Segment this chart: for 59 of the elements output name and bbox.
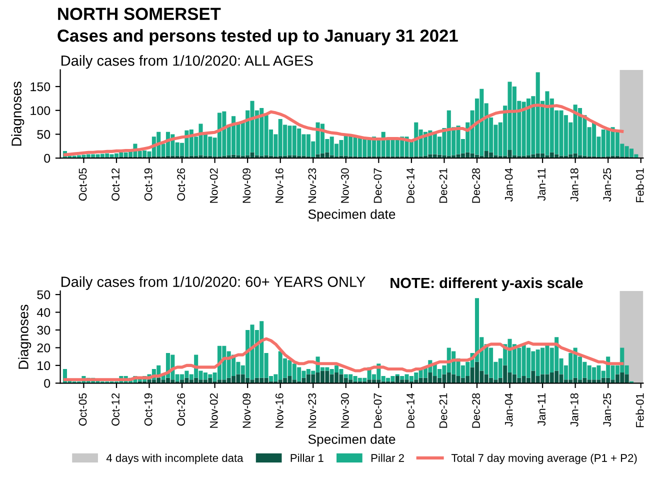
y-axis-title: Diagnoses [18,304,32,369]
y-tick-label: 0 [44,154,50,163]
x-tick-label: Dec-07 [374,393,382,428]
y-tick-label: 150 [30,82,50,92]
x-tick-label: Nov-16 [275,393,284,428]
x-tick-label: Oct-05 [78,393,87,426]
x-tick-label: Oct-26 [177,393,186,426]
chart-title: Daily cases from 1/10/2020: ALL AGES [61,55,313,69]
y-tick-label: 0 [44,378,50,388]
chart-title: Daily cases from 1/10/2020: 60+ YEARS ONLY [61,276,366,290]
x-tick-label: Dec-14 [406,168,414,203]
x-tick-label: Feb-01 [636,393,644,428]
legend-label: Pillar 1 [290,454,324,462]
x-tick-label: Oct-12 [112,168,120,201]
x-tick-label: Nov-09 [242,393,251,428]
x-tick-label: Jan-18 [570,168,578,202]
x-tick-label: Dec-28 [472,393,480,428]
x-tick-label: Nov-30 [341,168,349,203]
x-tick-label: Dec-21 [439,393,448,428]
x-tick-label: Jan-04 [504,393,513,427]
x-tick-label: Jan-25 [603,168,612,202]
y-tick-label: 50 [37,290,50,300]
x-tick-label: Nov-30 [341,393,349,428]
x-tick-label: Feb-01 [636,168,644,202]
text: Cases and persons tested up to January 31 2021 [58,29,458,46]
y-tick-label: 30 [37,326,50,335]
x-tick-label: Oct-26 [177,168,186,201]
x-tick-label: Nov-02 [210,393,218,428]
x-tick-label: Dec-21 [439,168,448,203]
x-tick-label: Nov-23 [308,168,316,203]
x-tick-label: Dec-28 [472,168,480,203]
text: NORTH SOMERSET [58,8,221,20]
y-tick-label: 40 [36,308,50,317]
x-tick-label: Oct-19 [144,168,152,201]
y-tick-label: 10 [38,361,50,370]
legend-label: 4 days with incomplete data [106,454,244,464]
x-tick-label: Dec-14 [406,393,414,428]
x-tick-label: Jan-25 [603,393,612,427]
x-tick-label: Nov-23 [308,393,316,428]
legend-label: Pillar 2 [371,454,404,462]
y-tick-label: 20 [37,344,50,352]
legend-label: Total 7 day moving average (P1 + P2) [451,454,637,464]
x-tick-label: Nov-16 [275,168,284,203]
x-tick-label: Jan-11 [538,168,546,201]
x-tick-label: Jan-04 [504,168,513,202]
x-tick-label: Oct-19 [144,393,152,426]
chart-subtitle: NOTE: different y-axis scale [390,277,583,291]
y-tick-label: 50 [37,130,50,139]
x-tick-label: Oct-05 [78,168,87,201]
x-tick-label: Oct-12 [112,393,120,426]
y-axis-title: Diagnoses [11,82,24,146]
x-tick-label: Jan-18 [570,393,578,427]
y-tick-label: 100 [30,106,50,116]
x-axis-title: Specimen date [308,434,396,447]
x-tick-label: Dec-07 [374,168,382,203]
x-tick-label: Nov-09 [242,168,251,203]
x-tick-label: Nov-02 [210,168,218,203]
x-axis-title: Specimen date [308,209,396,222]
x-tick-label: Jan-11 [538,393,546,426]
